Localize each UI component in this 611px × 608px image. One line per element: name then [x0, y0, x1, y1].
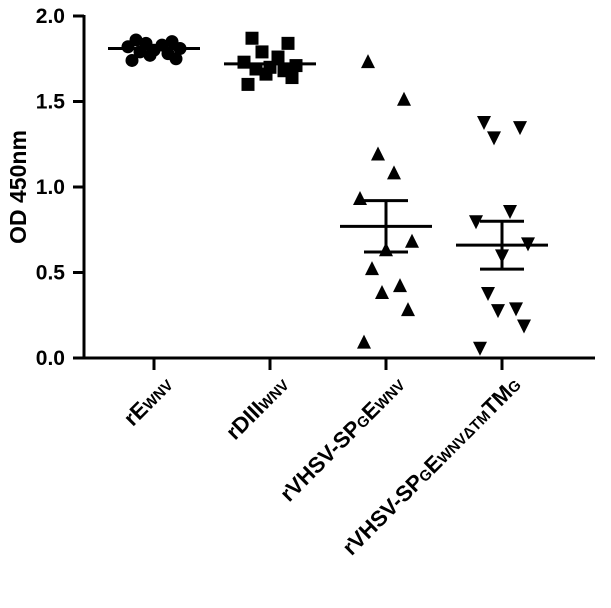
- data-point: [237, 55, 251, 69]
- data-point: [509, 302, 523, 317]
- data-point: [371, 146, 385, 161]
- x-ticks: [152, 358, 504, 370]
- data-point: [121, 40, 135, 54]
- data-point: [245, 31, 259, 45]
- data-point: [255, 45, 269, 59]
- data-point: [517, 319, 531, 334]
- data-point: [393, 278, 407, 293]
- x-tick-label: rVHSV-SPGEWNV: [275, 372, 410, 507]
- data-point: [241, 77, 255, 91]
- data-point: [491, 304, 505, 319]
- x-tick-labels: rEWNVrDIIIWNVrVHSV-SPGEWNVrVHSV-SPGEWNVΔ…: [119, 372, 525, 560]
- data-point: [285, 71, 299, 85]
- data-point: [271, 50, 285, 64]
- x-tick-label: rDIIIWNV: [221, 372, 294, 445]
- y-tick-label: 1.0: [36, 176, 65, 199]
- data-point: [281, 36, 295, 50]
- data-point: [481, 287, 495, 302]
- y-tick-label: 0.5: [36, 262, 66, 285]
- data-point: [361, 54, 375, 69]
- y-axis-label: OD 450nm: [5, 130, 31, 244]
- data-point: [365, 261, 379, 276]
- data-point: [503, 204, 517, 219]
- data-point: [289, 59, 303, 73]
- data-point: [259, 67, 273, 81]
- data-point: [353, 190, 367, 205]
- data-point: [143, 48, 157, 62]
- y-tick-label: 2.0: [36, 5, 65, 28]
- y-tick-label: 1.5: [36, 91, 66, 114]
- data-point: [477, 116, 491, 131]
- data-point: [357, 334, 371, 349]
- data-point: [513, 121, 527, 136]
- y-tick-label: 0.0: [36, 347, 65, 370]
- data-point: [405, 233, 419, 248]
- x-tick-label: rEWNV: [119, 372, 178, 431]
- data-point: [249, 62, 263, 76]
- mean-sem-bars: [108, 46, 548, 271]
- data-point: [397, 91, 411, 106]
- data-point: [487, 131, 501, 146]
- data-point: [375, 285, 389, 300]
- data-point: [169, 52, 183, 66]
- data-point: [473, 341, 487, 356]
- data-point: [387, 165, 401, 180]
- data-point: [125, 53, 139, 67]
- y-ticks: 0.0 0.5 1.0 1.5 2.0: [36, 5, 84, 370]
- data-point: [401, 302, 415, 317]
- data-point: [469, 215, 483, 230]
- data-points: [121, 31, 535, 356]
